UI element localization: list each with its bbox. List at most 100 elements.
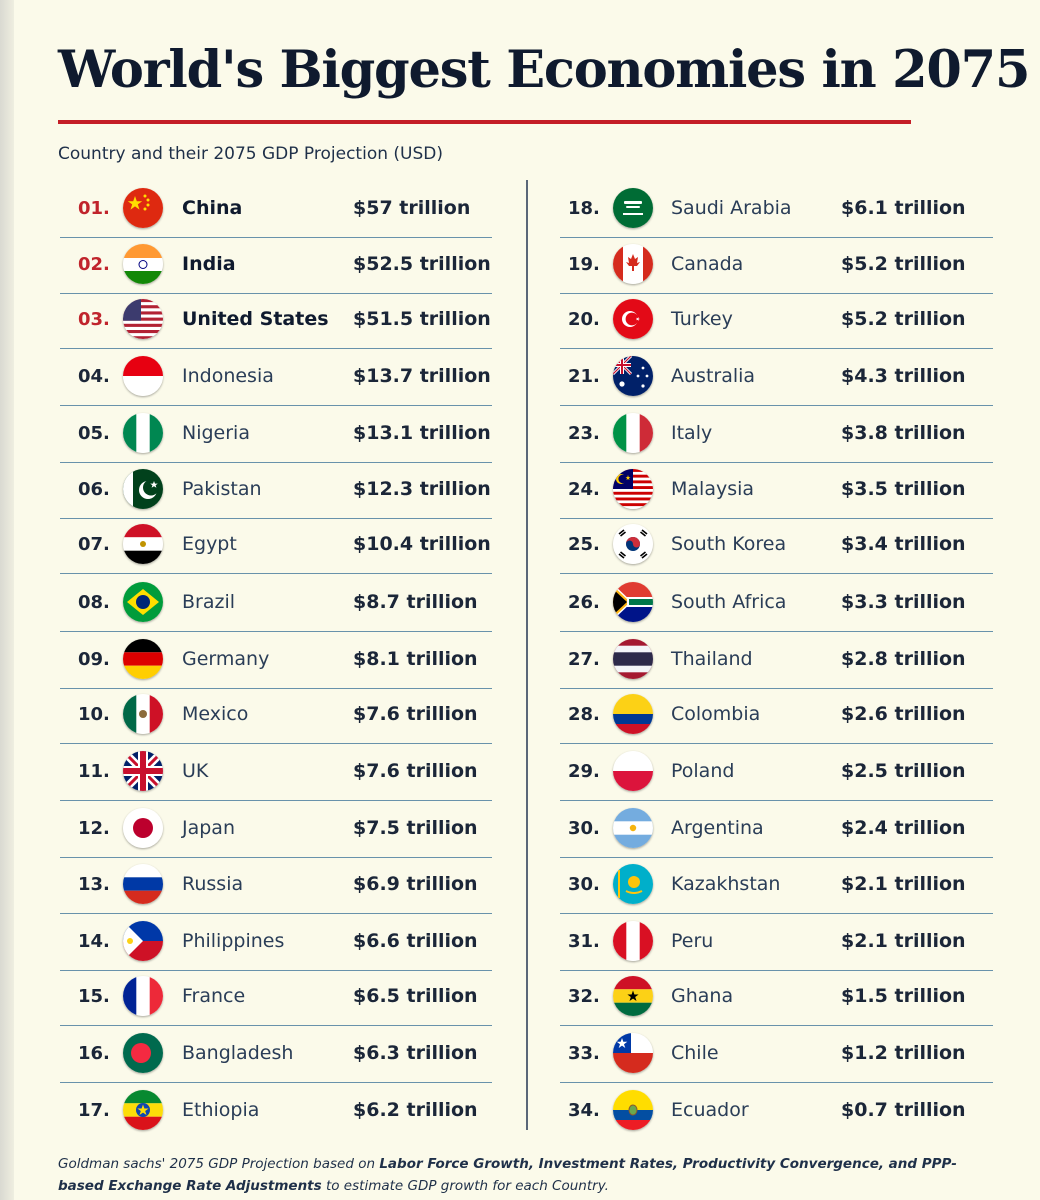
rank-number: 08. [78,591,110,613]
row-divider [60,1082,492,1083]
ranking-row: 34. Ecuador $0.7 trillion [560,1086,993,1134]
gdp-value: $6.1 trillion [841,197,966,219]
row-divider [560,348,993,349]
gdp-value: $5.2 trillion [841,308,966,330]
rank-number: 34. [568,1099,600,1121]
ranking-row: 29. Poland $2.5 trillion [560,747,993,801]
column-divider [526,180,528,1130]
row-divider [60,857,492,858]
title-underline [58,120,911,124]
row-divider [560,405,993,406]
rank-number: 26. [568,591,600,613]
rank-number: 15. [78,985,110,1007]
poland-flag-icon [613,751,653,791]
rank-number: 29. [568,760,600,782]
row-divider [560,293,993,294]
colombia-flag-icon [613,694,653,734]
row-divider [60,800,492,801]
row-divider [60,688,492,689]
italy-flag-icon [613,413,653,453]
gdp-value: $13.7 trillion [353,365,491,387]
ranking-row: 23. Italy $3.8 trillion [560,409,993,463]
pakistan-flag-icon [123,469,163,509]
country-name: Kazakhstan [671,873,781,895]
rank-number: 27. [568,648,600,670]
row-divider [60,462,492,463]
mexico-flag-icon [123,694,163,734]
rank-number: 19. [568,253,600,275]
ranking-row: 10. Mexico $7.6 trillion [60,690,492,744]
row-divider [60,1025,492,1026]
row-divider [60,518,492,519]
japan-flag-icon [123,808,163,848]
country-name: Poland [671,760,735,782]
rank-number: 06. [78,478,110,500]
country-name: Australia [671,365,756,387]
footnote-emphasis: Labor Force Growth, Investment Rates, Pr… [58,1156,957,1194]
country-name: Thailand [671,648,753,670]
row-divider [60,293,492,294]
rank-number: 02. [78,253,110,275]
rank-number: 03. [78,308,110,330]
row-divider [60,237,492,238]
row-divider [560,237,993,238]
gdp-value: $6.5 trillion [353,985,478,1007]
gdp-value: $4.3 trillion [841,365,966,387]
country-name: Philippines [182,930,285,952]
page-title: World's Biggest Economies in 2075 [58,40,1030,100]
row-divider [60,743,492,744]
footnote-text: Goldman sachs' 2075 GDP Projection based… [58,1156,380,1172]
ranking-row: 05. Nigeria $13.1 trillion [60,409,492,463]
row-divider [560,688,993,689]
country-name: Japan [182,817,235,839]
russia-flag-icon [123,864,163,904]
ranking-row: 13. Russia $6.9 trillion [60,860,492,914]
ranking-row: 31. Peru $2.1 trillion [560,917,993,971]
row-divider [60,913,492,914]
row-divider [60,405,492,406]
gdp-value: $7.6 trillion [353,703,478,725]
country-name: Italy [671,422,713,444]
country-name: Malaysia [671,478,755,500]
gdp-value: $7.5 trillion [353,817,478,839]
country-name: Ecuador [671,1099,749,1121]
row-divider [60,573,492,574]
country-name: France [182,985,246,1007]
rank-number: 31. [568,930,600,952]
gdp-value: $7.6 trillion [353,760,478,782]
country-name: Egypt [182,533,237,555]
china-flag-icon [123,188,163,228]
country-name: United States [182,308,329,330]
ranking-row: 16. Bangladesh $6.3 trillion [60,1029,492,1083]
rank-number: 14. [78,930,110,952]
india-flag-icon [123,244,163,284]
ranking-row: 27. Thailand $2.8 trillion [560,635,993,689]
gdp-value: $6.2 trillion [353,1099,478,1121]
country-name: Russia [182,873,244,895]
ranking-row: 21. Australia $4.3 trillion [560,352,993,406]
ranking-row: 04. Indonesia $13.7 trillion [60,352,492,406]
rank-number: 16. [78,1042,110,1064]
ranking-row: 20. Turkey $5.2 trillion [560,295,993,349]
gdp-value: $10.4 trillion [353,533,491,555]
ranking-row: 25. South Korea $3.4 trillion [560,520,993,574]
gdp-value: $51.5 trillion [353,308,491,330]
country-name: Peru [671,930,714,952]
malaysia-flag-icon [613,469,653,509]
row-divider [560,573,993,574]
gdp-value: $3.8 trillion [841,422,966,444]
country-name: UK [182,760,209,782]
saudi-arabia-flag-icon [613,188,653,228]
country-name: Brazil [182,591,236,613]
uk-flag-icon [123,751,163,791]
gdp-value: $12.3 trillion [353,478,491,500]
page-edge-shadow [0,0,14,1200]
peru-flag-icon [613,921,653,961]
nigeria-flag-icon [123,413,163,453]
ranking-row: 26. South Africa $3.3 trillion [560,578,993,632]
rank-number: 17. [78,1099,110,1121]
row-divider [560,970,993,971]
row-divider [560,857,993,858]
rank-number: 21. [568,365,600,387]
indonesia-flag-icon [123,356,163,396]
